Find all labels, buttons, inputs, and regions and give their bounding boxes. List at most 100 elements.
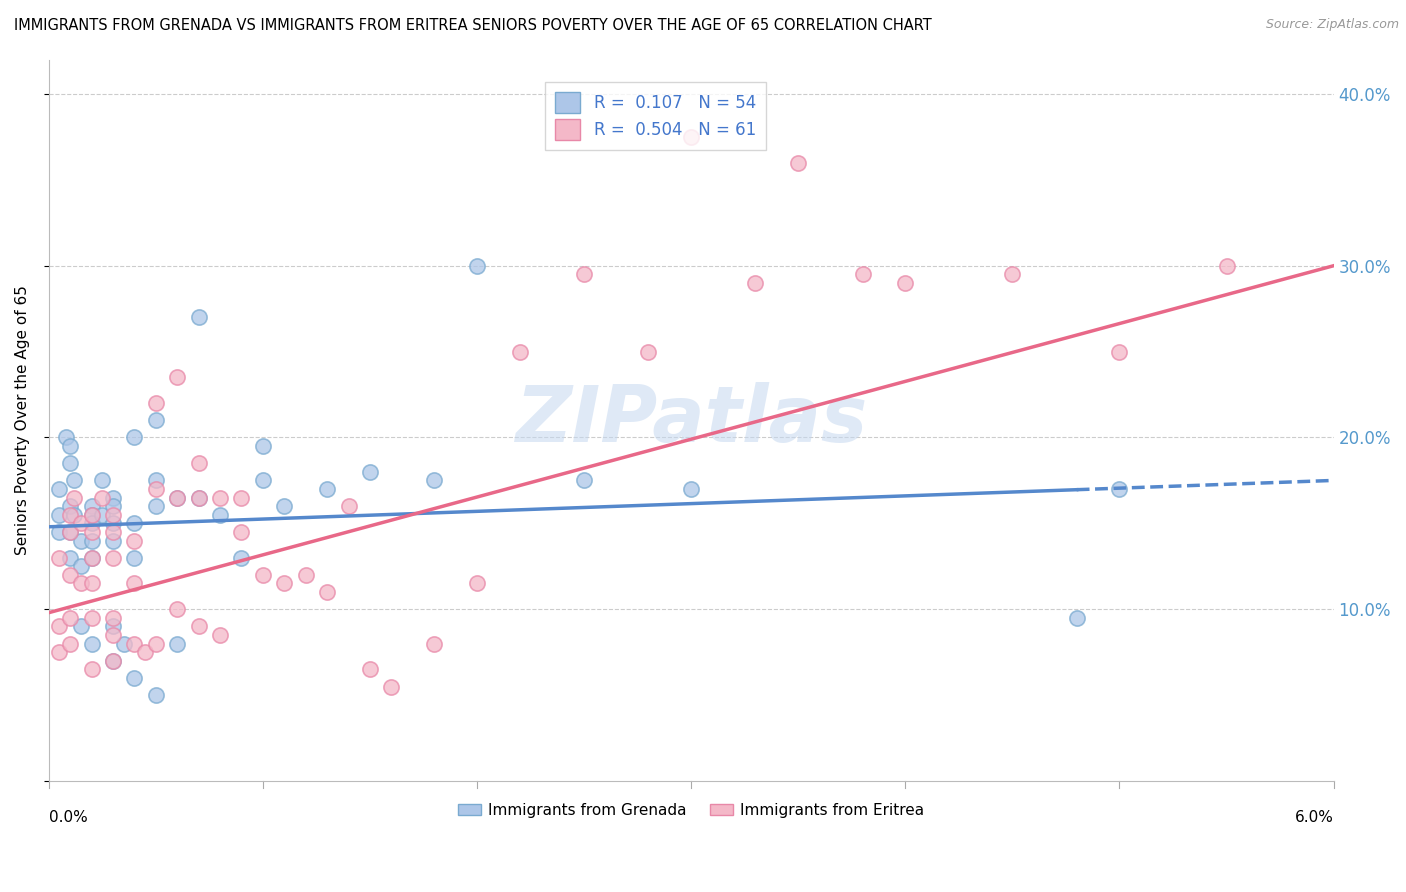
Point [101, 550, 124, 565]
Point [145, 637, 167, 651]
Point [91, 474, 114, 488]
Point [70, 533, 93, 548]
Point [231, 524, 253, 539]
Y-axis label: Seniors Poverty Over the Age of 65: Seniors Poverty Over the Age of 65 [15, 285, 30, 555]
Point [337, 499, 360, 513]
Point [572, 268, 595, 282]
Point [70, 559, 93, 574]
Point [48, 508, 70, 522]
Point [252, 567, 274, 582]
Point [80, 499, 103, 513]
Point [252, 474, 274, 488]
Point [101, 524, 124, 539]
Point [187, 310, 209, 325]
Point [59, 499, 82, 513]
Point [101, 628, 124, 642]
Point [59, 611, 82, 625]
Point [63, 474, 86, 488]
Point [59, 456, 82, 470]
Point [59, 567, 82, 582]
Point [209, 491, 232, 505]
Point [744, 276, 766, 290]
Point [359, 465, 381, 479]
Point [59, 508, 82, 522]
Point [48, 645, 70, 659]
Point [380, 680, 402, 694]
Point [166, 637, 188, 651]
Point [273, 499, 295, 513]
Point [787, 155, 810, 169]
Point [145, 474, 167, 488]
Point [101, 619, 124, 633]
Point [166, 491, 188, 505]
Point [294, 567, 316, 582]
Point [145, 688, 167, 702]
Point [124, 516, 146, 531]
Point [145, 499, 167, 513]
Point [209, 628, 232, 642]
Point [48, 550, 70, 565]
Point [80, 508, 103, 522]
Point [59, 524, 82, 539]
Point [187, 456, 209, 470]
Point [70, 516, 93, 531]
Point [145, 413, 167, 427]
Point [48, 524, 70, 539]
Point [637, 344, 659, 359]
Point [80, 508, 103, 522]
Text: Source: ZipAtlas.com: Source: ZipAtlas.com [1265, 18, 1399, 31]
Point [187, 491, 209, 505]
Point [124, 533, 146, 548]
Point [101, 611, 124, 625]
Point [187, 619, 209, 633]
Point [48, 619, 70, 633]
Point [465, 259, 488, 273]
Point [101, 508, 124, 522]
Point [101, 533, 124, 548]
Point [1108, 344, 1130, 359]
Point [80, 550, 103, 565]
Point [59, 439, 82, 453]
Point [80, 637, 103, 651]
Point [423, 474, 446, 488]
Point [70, 576, 93, 591]
Point [851, 268, 873, 282]
Point [1066, 611, 1088, 625]
Point [80, 662, 103, 676]
Text: ZIPatlas: ZIPatlas [515, 383, 868, 458]
Point [316, 482, 339, 496]
Point [112, 637, 135, 651]
Point [124, 576, 146, 591]
Point [187, 491, 209, 505]
Point [316, 585, 339, 599]
Point [1001, 268, 1024, 282]
Point [166, 370, 188, 384]
Point [59, 637, 82, 651]
Point [145, 482, 167, 496]
Point [63, 491, 86, 505]
Point [209, 508, 232, 522]
Point [124, 430, 146, 444]
Point [1108, 482, 1130, 496]
Point [70, 619, 93, 633]
Point [124, 671, 146, 685]
Point [101, 491, 124, 505]
Point [681, 129, 703, 144]
Text: 0.0%: 0.0% [49, 810, 87, 825]
Point [80, 611, 103, 625]
Point [124, 550, 146, 565]
Point [48, 482, 70, 496]
Point [166, 491, 188, 505]
Point [252, 439, 274, 453]
Point [80, 576, 103, 591]
Point [91, 508, 114, 522]
Point [1215, 259, 1237, 273]
Point [894, 276, 917, 290]
Point [231, 491, 253, 505]
Point [59, 550, 82, 565]
Point [80, 533, 103, 548]
Point [681, 482, 703, 496]
Point [423, 637, 446, 651]
Point [80, 550, 103, 565]
Point [465, 576, 488, 591]
